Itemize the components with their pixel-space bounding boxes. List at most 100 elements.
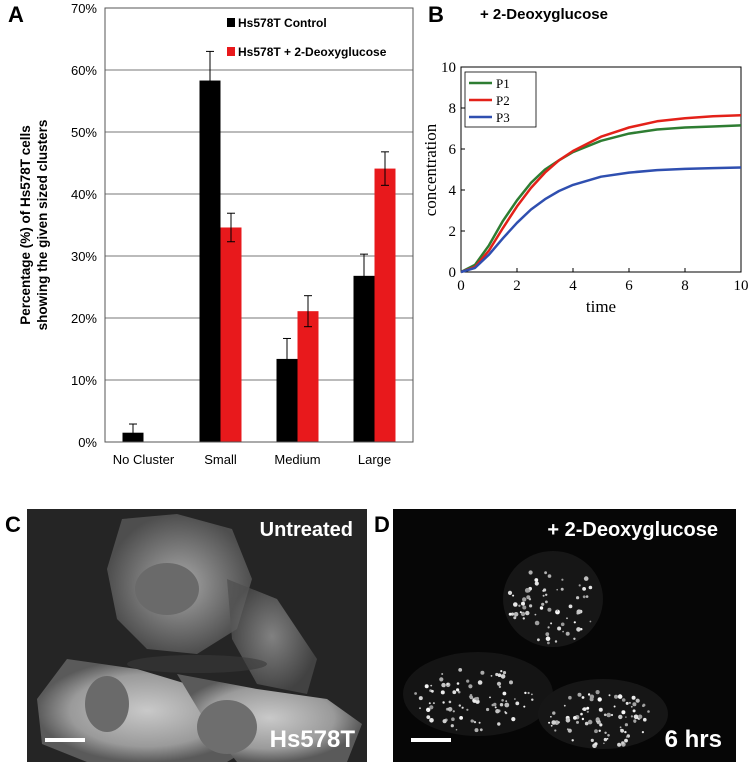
fluorescent-puncta — [541, 602, 545, 606]
fluorescent-puncta — [461, 706, 464, 709]
fluorescent-puncta — [582, 707, 587, 711]
fluorescent-puncta — [632, 702, 637, 707]
fluorescent-puncta — [599, 723, 603, 727]
fluorescent-puncta — [583, 576, 589, 581]
fluorescent-puncta — [632, 709, 636, 713]
fluorescent-puncta — [497, 673, 502, 677]
y-tick-label: 70% — [71, 1, 97, 16]
fluorescent-puncta — [497, 722, 501, 726]
fluorescent-puncta — [550, 716, 552, 718]
fluorescent-puncta — [521, 601, 525, 606]
image-label-treatment: + 2-Deoxyglucose — [547, 519, 718, 541]
x-tick-label: 6 — [625, 278, 633, 294]
fluorescent-puncta — [513, 602, 518, 607]
fluorescent-puncta — [590, 738, 594, 742]
panel-letter-a: A — [8, 2, 24, 27]
fluorescent-puncta — [555, 609, 560, 615]
fluorescent-puncta — [624, 730, 627, 734]
fluorescent-puncta — [633, 714, 639, 720]
fluorescent-puncta — [439, 677, 444, 682]
x-tick-label: 2 — [513, 278, 521, 294]
fluorescent-puncta — [455, 728, 458, 731]
fluorescent-puncta — [606, 738, 609, 740]
fluorescent-puncta — [515, 701, 520, 706]
fluorescent-puncta — [576, 627, 581, 632]
fluorescent-puncta — [581, 696, 585, 699]
fluorescent-puncta — [431, 689, 434, 693]
scale-bar — [45, 738, 85, 742]
fluorescent-puncta — [456, 682, 460, 685]
y-axis-label-line2: showing the given sized clusters — [35, 120, 50, 331]
fluorescent-puncta — [560, 622, 565, 627]
series-line-p3 — [460, 166, 742, 274]
fluorescent-puncta — [589, 620, 592, 623]
y-tick-label: 0 — [449, 265, 457, 281]
image-label-untreated: Untreated — [259, 519, 353, 541]
fluorescent-puncta — [566, 617, 568, 620]
x-tick-label: 4 — [569, 278, 577, 294]
bar-chart: 0% 10% 20% 30% 40% 50% 60% 70% No Cluster Small M… — [18, 1, 414, 467]
plot-frame — [104, 7, 414, 443]
fluorescent-puncta — [498, 685, 502, 689]
fluorescent-puncta — [545, 636, 551, 641]
fluorescent-puncta — [499, 703, 504, 707]
fluorescent-puncta — [637, 714, 643, 719]
fluorescent-puncta — [568, 695, 572, 700]
fluorescent-puncta — [475, 696, 480, 701]
fluorescent-puncta — [534, 581, 539, 586]
fluorescent-puncta — [539, 606, 544, 610]
fluorescent-puncta — [565, 631, 570, 636]
fluorescent-puncta — [525, 610, 530, 616]
x-tick-label: Small — [204, 452, 237, 467]
panel-letter-d: D — [374, 512, 390, 537]
fluorescent-puncta — [621, 698, 626, 702]
fluorescent-puncta — [500, 674, 506, 679]
fluorescent-puncta — [578, 584, 581, 587]
bar — [353, 275, 375, 442]
fluorescent-puncta — [557, 721, 560, 724]
fluorescent-puncta — [582, 587, 586, 591]
bars — [122, 80, 396, 442]
fluorescent-puncta — [426, 709, 429, 712]
fluorescent-puncta — [432, 702, 435, 705]
fluorescent-puncta — [494, 706, 497, 709]
fluorescent-puncta — [447, 707, 453, 712]
fluorescent-puncta — [458, 704, 461, 707]
y-axis-label-line1: Percentage (%) of Hs578T cells — [18, 125, 33, 325]
fluorescent-puncta — [447, 708, 449, 710]
fluorescent-puncta — [473, 721, 477, 724]
fluorescent-puncta — [563, 704, 566, 707]
fluorescent-puncta — [557, 626, 562, 631]
fluorescent-puncta — [613, 705, 616, 708]
fluorescent-puncta — [587, 693, 591, 696]
fluorescent-puncta — [547, 626, 550, 629]
image-label-cell-line: Hs578T — [269, 726, 355, 753]
fluorescent-puncta — [580, 712, 583, 716]
scale-bar — [411, 738, 451, 742]
legend: Hs578T Control Hs578T + 2-Deoxyglucose — [227, 16, 387, 59]
micrograph-untreated: Untreated Hs578T — [27, 509, 367, 762]
fluorescent-puncta — [603, 742, 605, 745]
fluorescent-puncta — [459, 716, 463, 720]
fluorescent-puncta — [477, 680, 483, 685]
cell-image — [403, 551, 668, 749]
fluorescent-puncta — [628, 701, 631, 704]
fluorescent-puncta — [452, 690, 457, 695]
fluorescent-puncta — [474, 728, 479, 733]
fluorescent-puncta — [442, 719, 447, 724]
fluorescent-puncta — [577, 692, 582, 697]
fluorescent-puncta — [594, 742, 598, 746]
fluorescent-puncta — [509, 680, 513, 685]
bar — [276, 358, 298, 442]
fluorescent-puncta — [550, 724, 553, 727]
y-tick-label: 6 — [449, 142, 457, 158]
fluorescent-puncta — [624, 723, 628, 727]
fluorescent-puncta — [475, 699, 480, 704]
fluorescent-puncta — [527, 691, 530, 695]
fluorescent-puncta — [529, 604, 533, 608]
fluorescent-puncta — [603, 737, 608, 742]
fluorescent-puncta — [576, 609, 582, 615]
error-bars — [129, 50, 389, 442]
legend-swatch-control — [227, 18, 235, 27]
fluorescent-puncta — [450, 724, 454, 728]
